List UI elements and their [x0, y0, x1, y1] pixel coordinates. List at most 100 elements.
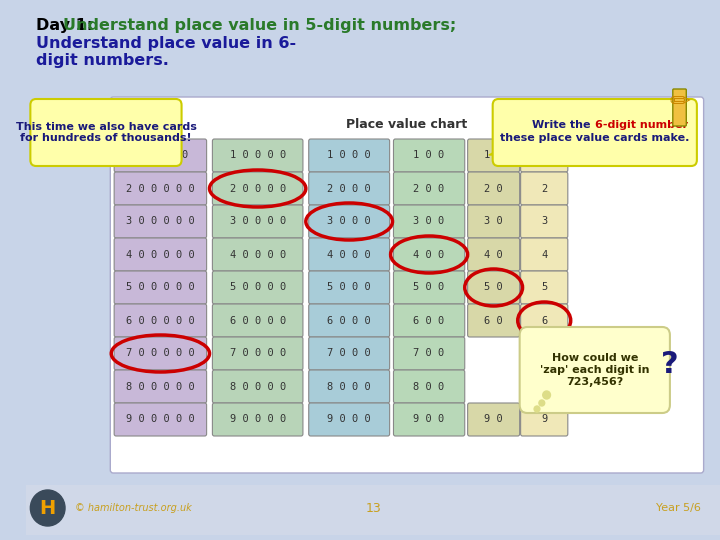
Text: 3 0 0 0 0: 3 0 0 0 0 — [230, 217, 286, 226]
Text: Write the: Write the — [532, 120, 595, 130]
FancyBboxPatch shape — [114, 205, 207, 238]
FancyBboxPatch shape — [212, 172, 303, 205]
FancyBboxPatch shape — [393, 304, 464, 337]
Text: 1 0 0 0 0: 1 0 0 0 0 — [230, 151, 286, 160]
Text: Understand place value in 5-digit numbers;: Understand place value in 5-digit number… — [63, 18, 462, 33]
FancyBboxPatch shape — [468, 205, 520, 238]
FancyBboxPatch shape — [114, 238, 207, 271]
FancyBboxPatch shape — [114, 337, 207, 370]
Text: 1 0 0 0: 1 0 0 0 — [328, 151, 371, 160]
FancyBboxPatch shape — [468, 139, 520, 172]
Circle shape — [534, 406, 540, 412]
FancyBboxPatch shape — [212, 370, 303, 403]
Text: 4 0 0 0 0: 4 0 0 0 0 — [230, 249, 286, 260]
Text: 6 0 0 0: 6 0 0 0 — [328, 315, 371, 326]
FancyBboxPatch shape — [393, 172, 464, 205]
FancyBboxPatch shape — [468, 172, 520, 205]
Text: 6 0 0 0 0: 6 0 0 0 0 — [230, 315, 286, 326]
Text: 9 0 0 0 0: 9 0 0 0 0 — [230, 415, 286, 424]
Text: 3 0 0 0 0 0: 3 0 0 0 0 0 — [126, 217, 194, 226]
Text: 6 0 0: 6 0 0 — [413, 315, 445, 326]
Text: Day 1:: Day 1: — [36, 18, 99, 33]
Text: 1 0 0: 1 0 0 — [413, 151, 445, 160]
Text: these place value cards make.: these place value cards make. — [500, 133, 690, 143]
FancyBboxPatch shape — [212, 337, 303, 370]
Text: This time we also have cards
for hundreds of thousands!: This time we also have cards for hundred… — [16, 122, 197, 143]
Text: 8 0 0 0: 8 0 0 0 — [328, 381, 371, 391]
Text: 9 0 0 0: 9 0 0 0 — [328, 415, 371, 424]
FancyBboxPatch shape — [27, 485, 720, 535]
Text: 1 0: 1 0 — [485, 151, 503, 160]
Text: 8 0 0: 8 0 0 — [413, 381, 445, 391]
FancyBboxPatch shape — [492, 99, 697, 166]
Text: 2 0 0 0: 2 0 0 0 — [328, 184, 371, 193]
FancyBboxPatch shape — [393, 403, 464, 436]
FancyBboxPatch shape — [114, 403, 207, 436]
Text: 5 0 0: 5 0 0 — [413, 282, 445, 293]
FancyBboxPatch shape — [309, 205, 390, 238]
Text: 5 0: 5 0 — [485, 282, 503, 293]
FancyBboxPatch shape — [212, 403, 303, 436]
FancyBboxPatch shape — [212, 238, 303, 271]
Text: 0 0 0 0 0: 0 0 0 0 0 — [132, 151, 189, 160]
FancyBboxPatch shape — [521, 205, 568, 238]
FancyBboxPatch shape — [393, 370, 464, 403]
Text: 6: 6 — [541, 315, 547, 326]
Text: 6 0 0 0 0 0: 6 0 0 0 0 0 — [126, 315, 194, 326]
Text: 2 0 0 0 0 0: 2 0 0 0 0 0 — [126, 184, 194, 193]
FancyBboxPatch shape — [212, 205, 303, 238]
Circle shape — [539, 400, 545, 406]
Text: 7 0 0 0 0: 7 0 0 0 0 — [230, 348, 286, 359]
FancyBboxPatch shape — [30, 99, 181, 166]
FancyBboxPatch shape — [393, 271, 464, 304]
FancyBboxPatch shape — [309, 172, 390, 205]
Text: 3 0: 3 0 — [485, 217, 503, 226]
FancyBboxPatch shape — [393, 205, 464, 238]
Text: Understand place value in 6-
digit numbers.: Understand place value in 6- digit numbe… — [36, 36, 296, 69]
FancyBboxPatch shape — [114, 370, 207, 403]
FancyBboxPatch shape — [309, 403, 390, 436]
Text: 4 0: 4 0 — [485, 249, 503, 260]
Text: 6-digit number: 6-digit number — [595, 120, 688, 130]
FancyBboxPatch shape — [212, 304, 303, 337]
Text: © hamilton-trust.org.uk: © hamilton-trust.org.uk — [75, 503, 192, 513]
Text: ?: ? — [661, 350, 679, 379]
Text: 4 0 0 0 0 0: 4 0 0 0 0 0 — [126, 249, 194, 260]
Text: 5 0 0 0 0: 5 0 0 0 0 — [230, 282, 286, 293]
Text: Year 5/6: Year 5/6 — [656, 503, 701, 513]
Text: H: H — [40, 498, 56, 517]
FancyBboxPatch shape — [114, 304, 207, 337]
FancyBboxPatch shape — [468, 238, 520, 271]
FancyBboxPatch shape — [521, 139, 568, 172]
Text: Place value chart: Place value chart — [346, 118, 467, 131]
Text: 2 0 0: 2 0 0 — [413, 184, 445, 193]
FancyBboxPatch shape — [521, 271, 568, 304]
Text: 9: 9 — [541, 415, 547, 424]
FancyBboxPatch shape — [468, 271, 520, 304]
Text: 2 0: 2 0 — [485, 184, 503, 193]
Polygon shape — [161, 145, 181, 155]
Text: 2 0 0 0 0: 2 0 0 0 0 — [230, 184, 286, 193]
Text: 7 0 0 0: 7 0 0 0 — [328, 348, 371, 359]
Text: 7 0 0 0 0 0: 7 0 0 0 0 0 — [126, 348, 194, 359]
FancyBboxPatch shape — [521, 238, 568, 271]
Text: How could we
'zap' each digit in
723,456?: How could we 'zap' each digit in 723,456… — [540, 353, 649, 387]
FancyBboxPatch shape — [393, 139, 464, 172]
FancyBboxPatch shape — [114, 139, 207, 172]
Text: 6 0: 6 0 — [485, 315, 503, 326]
Circle shape — [543, 391, 551, 399]
FancyBboxPatch shape — [309, 337, 390, 370]
FancyBboxPatch shape — [114, 271, 207, 304]
Text: 8 0 0 0 0: 8 0 0 0 0 — [230, 381, 286, 391]
Text: 9 0: 9 0 — [485, 415, 503, 424]
Text: 3 0 0 0: 3 0 0 0 — [328, 217, 371, 226]
Text: 8 0 0 0 0 0: 8 0 0 0 0 0 — [126, 381, 194, 391]
Text: 5 0 0 0: 5 0 0 0 — [328, 282, 371, 293]
Text: 3: 3 — [541, 217, 547, 226]
FancyBboxPatch shape — [212, 271, 303, 304]
Text: 5: 5 — [541, 282, 547, 293]
FancyBboxPatch shape — [521, 403, 568, 436]
FancyBboxPatch shape — [110, 97, 703, 473]
FancyBboxPatch shape — [309, 139, 390, 172]
FancyBboxPatch shape — [393, 337, 464, 370]
